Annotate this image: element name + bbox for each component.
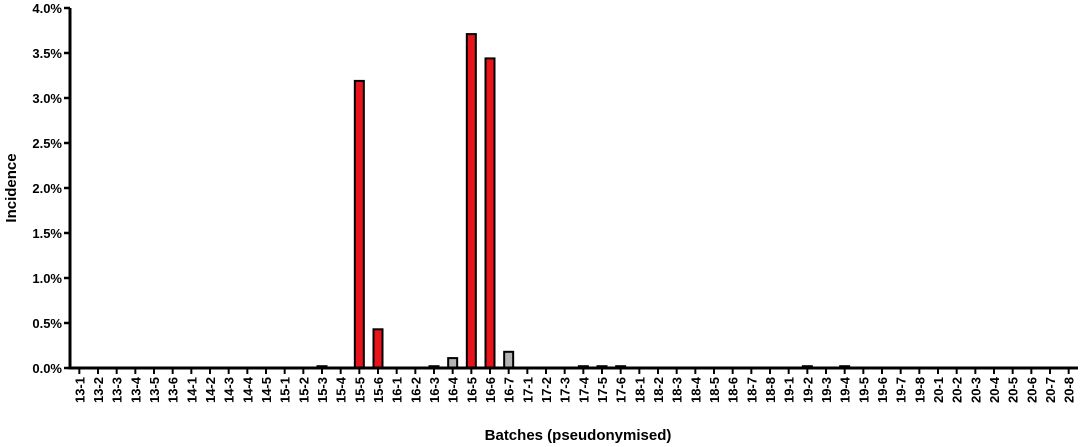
x-tick-label: 17-1 [520, 377, 535, 403]
x-tick-label: 19-4 [838, 376, 853, 403]
x-tick-label: 15-1 [278, 377, 293, 403]
y-tick-label: 1.5% [32, 226, 62, 241]
x-tick-label: 14-2 [203, 377, 218, 403]
x-tick-label: 16-1 [390, 377, 405, 403]
bar-15-5 [353, 79, 365, 370]
x-tick-label: 16-4 [446, 376, 461, 403]
x-tick-label: 19-7 [894, 377, 909, 403]
x-tick-label: 15-6 [371, 377, 386, 403]
y-tick-label: 4.0% [32, 1, 62, 16]
x-tick-label: 19-6 [875, 377, 890, 403]
y-tick-label: 2.5% [32, 136, 62, 151]
x-tick-label: 19-1 [782, 377, 797, 403]
bars-group [316, 33, 851, 370]
x-tick-label: 19-8 [912, 377, 927, 403]
x-tick-label: 20-5 [1006, 377, 1021, 403]
x-tick-label: 19-3 [819, 377, 834, 403]
x-tick-label: 13-3 [110, 377, 125, 403]
x-tick-label: 17-2 [539, 377, 554, 403]
x-tick-label: 18-4 [688, 376, 703, 403]
y-tick-label: 3.0% [32, 91, 62, 106]
bar-16-5 [465, 33, 477, 369]
x-tick-label: 14-5 [259, 377, 274, 403]
x-tick-label: 13-1 [72, 377, 87, 403]
x-tick-label: 14-1 [184, 377, 199, 403]
x-tick-label: 15-3 [315, 377, 330, 403]
x-tick-label: 20-3 [968, 377, 983, 403]
x-tick-label: 18-6 [726, 377, 741, 403]
y-tick-label: 0.0% [32, 361, 62, 376]
bar-15-6 [372, 328, 384, 369]
x-tick-label: 20-6 [1024, 377, 1039, 403]
x-tick-label: 20-1 [931, 377, 946, 403]
y-tick-label: 0.5% [32, 316, 62, 331]
x-tick-label: 13-5 [147, 377, 162, 403]
bar-16-6 [484, 57, 496, 370]
x-tick-label: 14-3 [222, 377, 237, 403]
x-tick-label: 15-4 [334, 376, 349, 403]
x-tick-label: 18-3 [670, 377, 685, 403]
x-tick-label: 18-1 [632, 377, 647, 403]
x-tick-label: 19-2 [800, 377, 815, 403]
x-tick-label: 20-7 [1043, 377, 1058, 403]
x-tick-label: 13-6 [166, 377, 181, 403]
x-tick-label: 18-7 [744, 377, 759, 403]
x-tick-label: 15-5 [352, 377, 367, 403]
x-tick-label: 19-5 [856, 377, 871, 403]
x-tick-label: 13-4 [128, 376, 143, 403]
x-tick-label: 17-3 [558, 377, 573, 403]
x-tick-label: 17-6 [614, 377, 629, 403]
x-tick-label: 14-4 [240, 376, 255, 403]
x-tick-label: 15-2 [296, 377, 311, 403]
y-axis-title: Incidence [3, 153, 20, 222]
y-axis-ticks: 0.0% 0.5% 1.0% 1.5% 2.0% 2.5% 3.0% 3.5% 4.0% [32, 1, 70, 376]
y-tick-label: 2.0% [32, 181, 62, 196]
x-tick-label: 13-2 [91, 377, 106, 403]
y-tick-label: 1.0% [32, 271, 62, 286]
x-tick-label: 18-5 [707, 377, 722, 403]
x-tick-label: 17-5 [595, 377, 610, 403]
x-tick-label: 16-7 [502, 377, 517, 403]
x-tick-label: 17-4 [576, 376, 591, 403]
x-axis-title: Batches (pseudonymised) [485, 427, 672, 444]
x-tick-label: 20-2 [950, 377, 965, 403]
x-tick-label: 16-3 [427, 377, 442, 403]
x-tick-label: 20-8 [1062, 377, 1077, 403]
x-tick-label: 16-5 [464, 377, 479, 403]
x-tick-label: 16-6 [483, 377, 498, 403]
x-axis-ticks: 13-1 13-2 13-3 13-4 13-5 13-6 14-1 14-2 14-3 14-4… [72, 368, 1077, 403]
y-tick-label: 3.5% [32, 46, 62, 61]
bar-16-7 [503, 350, 515, 369]
x-tick-label: 16-2 [408, 377, 423, 403]
x-tick-label: 18-8 [763, 377, 778, 403]
x-tick-label: 20-4 [987, 376, 1002, 403]
x-tick-label: 18-2 [651, 377, 666, 403]
